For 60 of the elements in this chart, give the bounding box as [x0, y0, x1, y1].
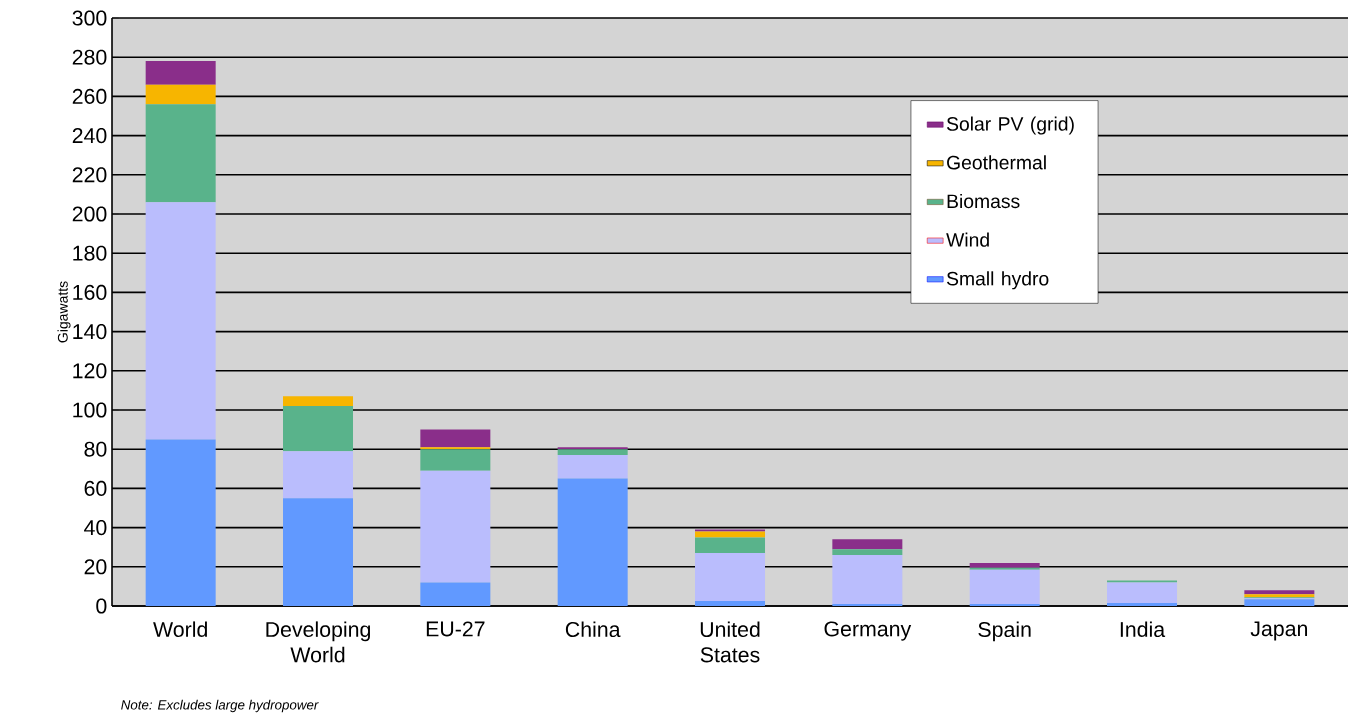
x-tick-label: India [1120, 621, 1166, 638]
bar [557, 478, 628, 606]
x-tick-label: China [565, 621, 621, 638]
y-tick-label: 120 [73, 363, 107, 379]
bar [832, 539, 903, 550]
bar [145, 61, 216, 85]
bar [283, 396, 354, 407]
x-tick-label: Spain [978, 621, 1031, 642]
bar [969, 562, 1040, 568]
legend-label: Biomass [947, 193, 1020, 209]
bar [557, 449, 628, 456]
y-tick-label: 280 [72, 49, 107, 65]
bar [557, 455, 628, 479]
bar [283, 498, 354, 606]
x-tick-label: Japan [1250, 621, 1308, 641]
y-tick-label: 240 [72, 128, 107, 144]
bar [969, 569, 1040, 605]
legend-label: Solar PV (grid) [946, 116, 1074, 135]
y-tick-label: 220 [72, 167, 107, 183]
y-tick-label: 140 [73, 324, 107, 340]
y-tick-label: 100 [73, 402, 107, 418]
bar [145, 104, 216, 203]
text: Note: Excludes large hydropower [121, 699, 319, 713]
x-tick-label: United States [700, 621, 760, 663]
bar [1107, 603, 1178, 606]
bar [1107, 582, 1178, 604]
y-tick-label: 260 [72, 88, 107, 104]
y-tick-label: 300 [72, 10, 107, 26]
y-tick-label: 80 [84, 441, 107, 457]
y-axis-title: Gigawatts [57, 281, 71, 343]
bar [1244, 590, 1315, 595]
legend-label: Wind [946, 232, 989, 247]
legend-label: Geothermal [947, 155, 1046, 170]
bar [420, 449, 491, 471]
y-tick-label: 40 [84, 520, 107, 536]
bar [145, 202, 216, 440]
y-tick-label: 180 [73, 245, 107, 261]
bar [283, 406, 354, 452]
bar [145, 84, 216, 105]
x-tick-label: EU-27 [426, 621, 485, 637]
legend-label: Small hydro [946, 271, 1049, 290]
y-tick-label: 160 [73, 284, 107, 300]
x-tick-label: Germany [824, 621, 912, 641]
bar [283, 451, 354, 499]
x-tick-label: Developing World [266, 621, 371, 663]
bar [832, 555, 903, 605]
bar [420, 429, 491, 448]
bar [420, 582, 491, 606]
bar [145, 439, 216, 606]
y-tick-label: 20 [84, 559, 107, 575]
bar [695, 601, 766, 606]
bar [695, 553, 766, 602]
bar [695, 537, 766, 554]
y-tick-label: 0 [96, 598, 107, 614]
y-tick-label: 200 [72, 206, 107, 222]
bar [832, 549, 903, 556]
y-tick-label: 60 [84, 480, 107, 496]
bar [1244, 599, 1315, 606]
x-tick-label: World [153, 621, 207, 638]
bar [420, 470, 491, 583]
